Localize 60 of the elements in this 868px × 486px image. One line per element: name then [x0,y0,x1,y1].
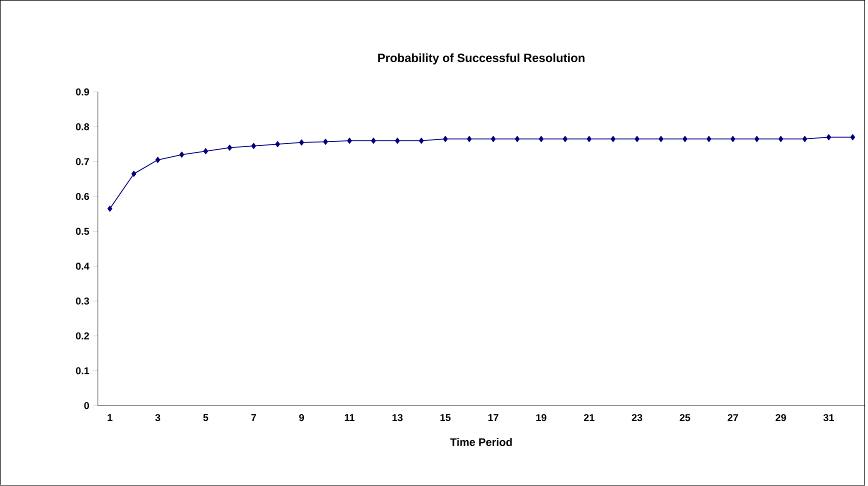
point [323,138,328,146]
point [155,157,160,164]
x-tick-label: 31 [823,414,834,422]
point [203,148,208,154]
point [586,136,592,142]
x-tick-label: 21 [584,414,594,422]
point [730,136,736,142]
x-tick-label: 11 [344,414,354,422]
point [251,143,256,150]
x-tick-label: 17 [488,414,498,422]
point [107,206,112,212]
point [227,144,232,151]
y-tick-label: 0.5 [76,228,90,236]
x-tick-label: 25 [680,414,690,422]
point [514,136,520,142]
x-tick-label: 7 [251,414,256,422]
y-tick-label: 0.2 [76,332,89,340]
point [538,136,544,142]
point [371,138,376,144]
x-tick-label: 23 [632,414,642,422]
point [179,152,184,158]
y-tick-label: 0.1 [76,367,90,374]
point [658,136,664,142]
y-tick-label: 0.7 [76,158,89,166]
y-tick-label: 0.6 [76,193,90,200]
y-tick-label: 0.4 [76,262,90,270]
x-tick-label: 1 [108,414,112,422]
x-tick-label: 9 [299,414,304,422]
point [490,136,496,142]
x-tick-label: 15 [440,414,451,422]
y-tick-label: 0.9 [76,88,90,96]
point [826,134,832,140]
point [754,136,760,142]
x-tick-label: 3 [155,414,160,422]
chart-title: Probability of Successful Resolution [378,54,584,65]
point [778,136,784,142]
point [802,136,808,142]
point [466,136,472,142]
x-tick-label: 27 [728,414,738,422]
point [275,141,280,148]
point [131,171,136,178]
x-tick-label: 5 [203,414,208,422]
x-axis-title: Time Period [450,438,512,446]
y-tick-label: 0.8 [76,123,90,131]
point [706,136,712,142]
point [562,136,568,142]
point [418,138,424,144]
point [347,138,352,144]
point [634,136,640,142]
point [610,136,616,142]
x-tick-label: 19 [536,414,546,422]
y-tick-label: 0.3 [76,298,90,305]
x-tick-label: 13 [392,414,403,422]
point [850,134,856,140]
point [682,136,688,142]
point [442,136,448,142]
x-tick-label: 29 [776,414,786,422]
point [395,138,400,144]
y-tick-label: 0 [84,402,89,410]
point [299,140,304,146]
